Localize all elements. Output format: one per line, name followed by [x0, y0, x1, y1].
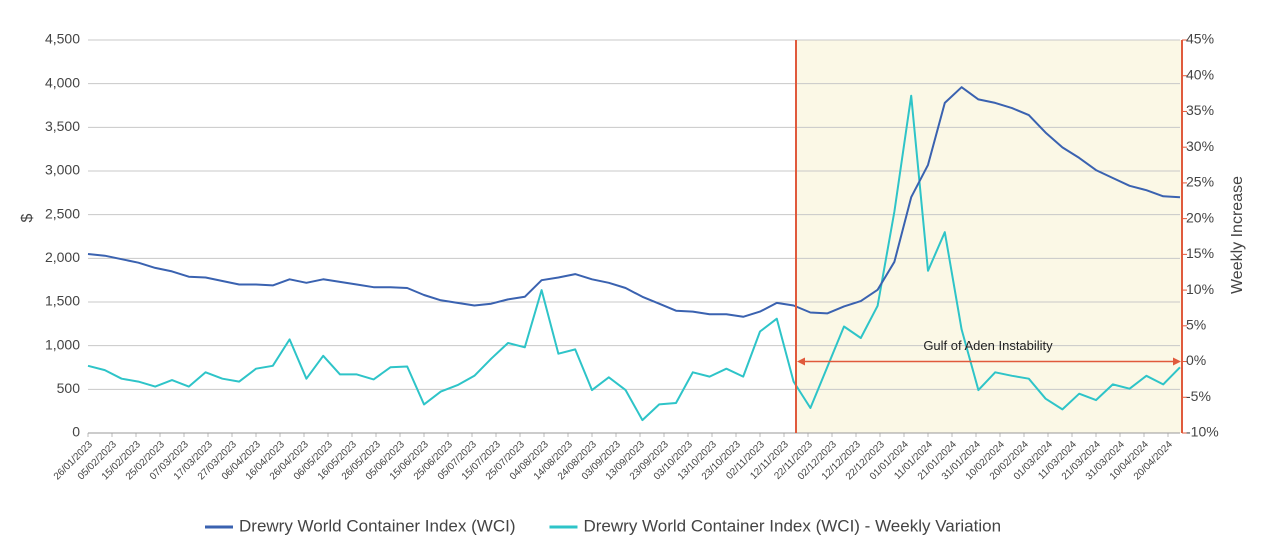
y2-tick-label: 25% — [1186, 174, 1214, 190]
y-tick-label: 3,000 — [45, 162, 80, 178]
y-tick-label: 1,000 — [45, 336, 80, 352]
y2-tick-label: 30% — [1186, 138, 1214, 154]
series-line — [87, 86, 1181, 318]
series-line — [87, 94, 1181, 422]
highlight-region — [796, 40, 1182, 433]
y-tick-label: 3,500 — [45, 118, 80, 134]
y-tick-label: 4,000 — [45, 74, 80, 90]
y2-tick-label: 35% — [1186, 102, 1214, 118]
y2-tick-label: -10% — [1186, 424, 1219, 440]
y-tick-label: 0 — [72, 424, 80, 440]
y2-axis-title: Weekly Increase — [1229, 176, 1246, 294]
y-tick-label: 1,500 — [45, 293, 80, 309]
y-tick-label: 2,000 — [45, 249, 80, 265]
y-axis-title: $ — [19, 213, 36, 222]
legend-label: Drewry World Container Index (WCI) — [239, 516, 515, 535]
y2-tick-label: 5% — [1186, 317, 1206, 333]
arrow-head — [1173, 357, 1181, 366]
legend-label: Drewry World Container Index (WCI) - Wee… — [583, 516, 1001, 535]
y-tick-label: 4,500 — [45, 31, 80, 47]
annotation-text: Gulf of Aden Instability — [923, 338, 1053, 353]
y2-tick-label: 10% — [1186, 281, 1214, 297]
y2-tick-label: 45% — [1186, 31, 1214, 47]
y2-tick-label: 15% — [1186, 245, 1214, 261]
y2-tick-label: 20% — [1186, 209, 1214, 225]
arrow-head — [797, 357, 805, 366]
y2-tick-label: 40% — [1186, 66, 1214, 82]
y2-tick-label: -5% — [1186, 388, 1211, 404]
y-tick-label: 500 — [57, 380, 81, 396]
y2-tick-label: 0% — [1186, 352, 1206, 368]
y-tick-label: 2,500 — [45, 205, 80, 221]
